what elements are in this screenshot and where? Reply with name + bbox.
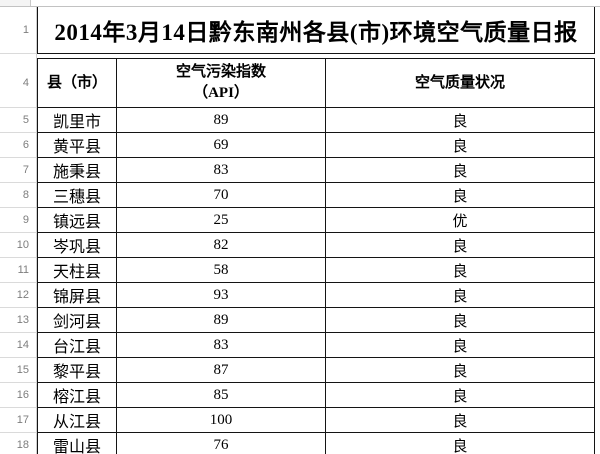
api-header-line2: （API）	[193, 85, 249, 101]
row-number[interactable]: 17	[0, 408, 37, 433]
quality-cell[interactable]: 良	[325, 358, 595, 383]
api-cell[interactable]: 69	[116, 133, 325, 158]
table-row: 10 岑巩县 82 良	[0, 233, 600, 258]
api-cell[interactable]: 85	[116, 383, 325, 408]
row-header-1[interactable]: 1	[0, 7, 37, 54]
api-cell[interactable]: 70	[116, 183, 325, 208]
county-cell[interactable]: 黎平县	[37, 358, 116, 383]
county-cell[interactable]: 镇远县	[37, 208, 116, 233]
table-row: 8 三穗县 70 良	[0, 183, 600, 208]
api-cell[interactable]: 100	[116, 408, 325, 433]
quality-cell[interactable]: 良	[325, 383, 595, 408]
row-number[interactable]: 12	[0, 283, 37, 308]
quality-cell[interactable]: 良	[325, 183, 595, 208]
quality-cell[interactable]: 优	[325, 208, 595, 233]
quality-cell[interactable]: 良	[325, 408, 595, 433]
api-cell[interactable]: 87	[116, 358, 325, 383]
top-ui-edge	[0, 0, 600, 7]
county-cell[interactable]: 黄平县	[37, 133, 116, 158]
row-header-4[interactable]: 4	[0, 58, 37, 108]
quality-cell[interactable]: 良	[325, 333, 595, 358]
api-cell[interactable]: 93	[116, 283, 325, 308]
table-row: 6 黄平县 69 良	[0, 133, 600, 158]
api-cell[interactable]: 83	[116, 333, 325, 358]
row-number[interactable]: 9	[0, 208, 37, 233]
quality-cell[interactable]: 良	[325, 258, 595, 283]
quality-cell[interactable]: 良	[325, 233, 595, 258]
api-cell[interactable]: 89	[116, 308, 325, 333]
quality-cell[interactable]: 良	[325, 108, 595, 133]
title-row: 1 2014年3月14日黔东南州各县(市)环境空气质量日报	[0, 7, 600, 54]
row-number[interactable]: 10	[0, 233, 37, 258]
county-cell[interactable]: 剑河县	[37, 308, 116, 333]
api-header-line1: 空气污染指数	[175, 64, 266, 80]
county-cell[interactable]: 台江县	[37, 333, 116, 358]
hidden-rows-gutter	[0, 54, 37, 58]
table-row: 9 镇远县 25 优	[0, 208, 600, 233]
row-number[interactable]: 7	[0, 158, 37, 183]
table-row: 13 剑河县 89 良	[0, 308, 600, 333]
api-cell[interactable]: 83	[116, 158, 325, 183]
gutter-corner	[0, 0, 31, 6]
table-row: 18 雷山县 76 良	[0, 433, 600, 454]
row-number[interactable]: 6	[0, 133, 37, 158]
quality-header-cell[interactable]: 空气质量状况	[325, 58, 595, 108]
county-header-cell[interactable]: 县（市）	[37, 58, 116, 108]
county-cell[interactable]: 锦屏县	[37, 283, 116, 308]
county-cell[interactable]: 凯里市	[37, 108, 116, 133]
row-number[interactable]: 11	[0, 258, 37, 283]
api-cell[interactable]: 82	[116, 233, 325, 258]
api-cell[interactable]: 89	[116, 108, 325, 133]
quality-cell[interactable]: 良	[325, 308, 595, 333]
county-cell[interactable]: 三穗县	[37, 183, 116, 208]
sheet-title-cell[interactable]: 2014年3月14日黔东南州各县(市)环境空气质量日报	[37, 7, 595, 54]
row-number[interactable]: 13	[0, 308, 37, 333]
county-cell[interactable]: 榕江县	[37, 383, 116, 408]
row-number[interactable]: 18	[0, 433, 37, 454]
hidden-rows-gap	[0, 54, 600, 58]
table-row: 11 天柱县 58 良	[0, 258, 600, 283]
quality-cell[interactable]: 良	[325, 433, 595, 454]
row-number[interactable]: 5	[0, 108, 37, 133]
county-cell[interactable]: 雷山县	[37, 433, 116, 454]
quality-cell[interactable]: 良	[325, 158, 595, 183]
quality-cell[interactable]: 良	[325, 283, 595, 308]
county-cell[interactable]: 施秉县	[37, 158, 116, 183]
row-number[interactable]: 16	[0, 383, 37, 408]
table-row: 17 从江县 100 良	[0, 408, 600, 433]
row-number[interactable]: 8	[0, 183, 37, 208]
table-row: 15 黎平县 87 良	[0, 358, 600, 383]
table-row: 12 锦屏县 93 良	[0, 283, 600, 308]
table-row: 16 榕江县 85 良	[0, 383, 600, 408]
county-cell[interactable]: 岑巩县	[37, 233, 116, 258]
column-header-row: 4 县（市） 空气污染指数 （API） 空气质量状况	[0, 58, 600, 108]
county-cell[interactable]: 从江县	[37, 408, 116, 433]
table-row: 5 凯里市 89 良	[0, 108, 600, 133]
data-rows: 5 凯里市 89 良 6 黄平县 69 良 7 施秉县 83 良 8 三穗县 7…	[0, 108, 600, 454]
row-number[interactable]: 14	[0, 333, 37, 358]
api-cell[interactable]: 58	[116, 258, 325, 283]
table-row: 7 施秉县 83 良	[0, 158, 600, 183]
row-number[interactable]: 15	[0, 358, 37, 383]
api-cell[interactable]: 25	[116, 208, 325, 233]
table-row: 14 台江县 83 良	[0, 333, 600, 358]
county-cell[interactable]: 天柱县	[37, 258, 116, 283]
quality-cell[interactable]: 良	[325, 133, 595, 158]
api-cell[interactable]: 76	[116, 433, 325, 454]
api-header-cell[interactable]: 空气污染指数 （API）	[116, 58, 325, 108]
